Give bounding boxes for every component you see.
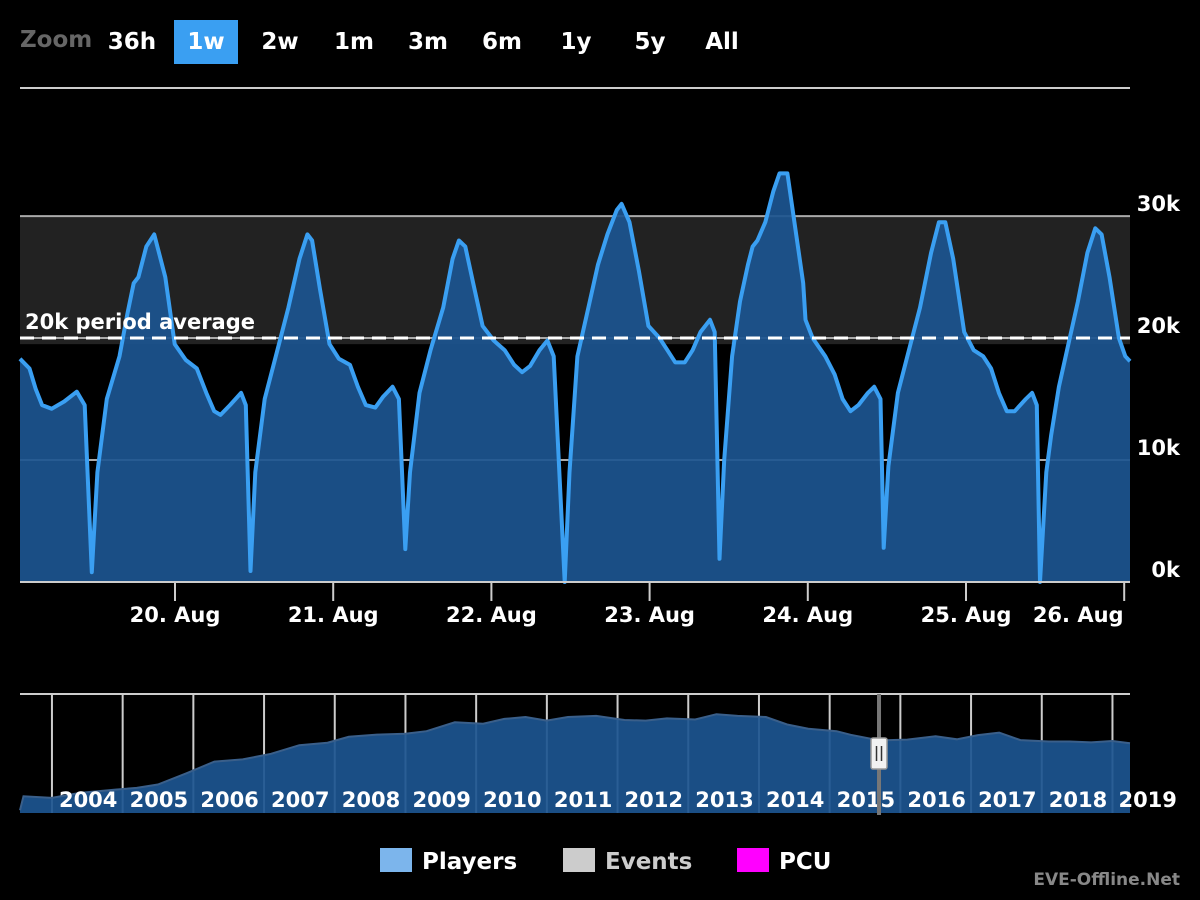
navigator-handle[interactable] — [870, 737, 888, 770]
legend-swatch — [737, 848, 769, 872]
legend-swatch — [563, 848, 595, 872]
legend-label: Players — [422, 849, 517, 875]
navigator-handle-grip[interactable] — [870, 737, 888, 770]
x-tick-label: 25. Aug — [921, 603, 1012, 627]
legend-item-pcu[interactable]: PCU — [737, 848, 831, 875]
period-average-label: 20k period average — [25, 310, 255, 334]
navigator-year-label: 2016 — [907, 788, 965, 812]
navigator-year-label: 2005 — [130, 788, 188, 812]
navigator-year-label: 2007 — [271, 788, 329, 812]
navigator-area — [20, 714, 1130, 813]
legend: Players Events PCU — [380, 848, 831, 875]
watermark: EVE-Offline.Net — [1033, 870, 1180, 890]
navigator-year-label: 2009 — [412, 788, 470, 812]
navigator-year-label: 2014 — [766, 788, 824, 812]
legend-label: PCU — [779, 849, 831, 875]
y-tick-label: 30k — [1137, 192, 1181, 216]
zoom-button-1y[interactable]: 1y — [560, 29, 592, 55]
navigator-year-label: 2011 — [554, 788, 612, 812]
navigator-year-label: 2008 — [342, 788, 400, 812]
players-series-line — [18, 171, 1132, 584]
navigator-year-label: 2019 — [1118, 788, 1176, 812]
navigator-series-line — [19, 713, 1131, 811]
range-selector: Zoom 36h 1w 2w 1m 3m 6m 1y 5y All — [0, 0, 1200, 80]
legend-item-events[interactable]: Events — [563, 848, 692, 875]
legend-swatch — [380, 848, 412, 872]
zoom-button-5y[interactable]: 5y — [634, 29, 666, 55]
navigator-year-label: 2018 — [1049, 788, 1107, 812]
x-tick-label: 23. Aug — [604, 603, 695, 627]
x-tick-label: 20. Aug — [130, 603, 221, 627]
navigator-year-label: 2017 — [978, 788, 1036, 812]
zoom-button-36h[interactable]: 36h — [107, 29, 157, 55]
x-tick-label: 21. Aug — [288, 603, 379, 627]
navigator-year-label: 2006 — [200, 788, 258, 812]
zoom-label: Zoom — [20, 27, 93, 53]
x-tick-label: 24. Aug — [762, 603, 853, 627]
main-plot: 20k period average 20. Aug 21. Aug 22. Aug… — [18, 87, 1181, 627]
navigator-year-label: 2015 — [837, 788, 895, 812]
x-tick-label: 22. Aug — [446, 603, 537, 627]
navigator-year-label: 2010 — [483, 788, 541, 812]
zoom-button-1m[interactable]: 1m — [334, 29, 374, 55]
y-tick-label: 0k — [1151, 558, 1181, 582]
navigator[interactable]: 2004 2005 2006 2007 2008 2009 2010 2011 2012 2013… — [19, 693, 1177, 815]
y-tick-label: 10k — [1137, 436, 1181, 460]
navigator-year-label: 2012 — [625, 788, 683, 812]
zoom-button-6m[interactable]: 6m — [482, 29, 522, 55]
y-axis-ticks: 0k 10k 20k 30k — [1137, 192, 1181, 582]
legend-item-players[interactable]: Players — [380, 848, 517, 875]
x-tick-label: 26. Aug — [1033, 603, 1124, 627]
navigator-year-labels: 2004 2005 2006 2007 2008 2009 2010 2011 2012 2013… — [59, 788, 1177, 812]
navigator-year-label: 2004 — [59, 788, 117, 812]
zoom-button-all[interactable]: All — [705, 29, 739, 55]
zoom-button-1w[interactable]: 1w — [174, 20, 238, 64]
x-axis-ticks: 20. Aug 21. Aug 22. Aug 23. Aug 24. Aug 25. A… — [130, 582, 1126, 627]
y-tick-label: 20k — [1137, 314, 1181, 338]
navigator-year-label: 2013 — [695, 788, 753, 812]
zoom-button-3m[interactable]: 3m — [408, 29, 448, 55]
zoom-button-2w[interactable]: 2w — [261, 29, 299, 55]
legend-label: Events — [605, 849, 692, 875]
